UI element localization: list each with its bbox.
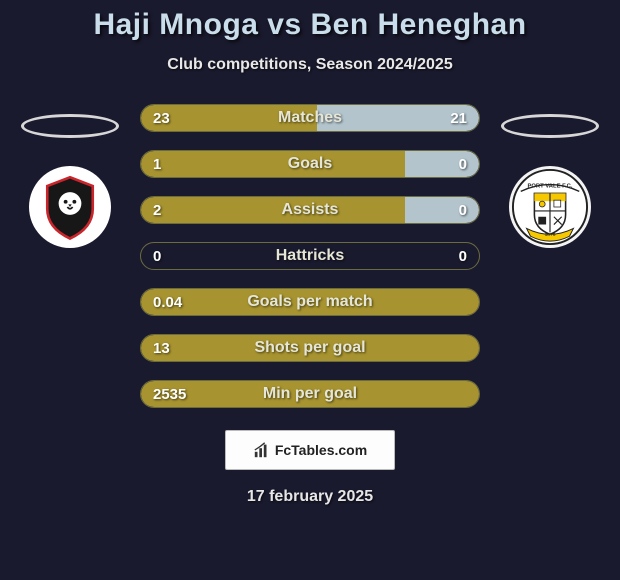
- stat-bar-left: [141, 381, 479, 407]
- stat-row: 0 0Hattricks: [140, 242, 480, 270]
- stat-value-left: 2: [153, 197, 161, 223]
- stat-value-left: 13: [153, 335, 170, 361]
- stat-row: 10Goals: [140, 150, 480, 178]
- stat-row: 0.04Goals per match: [140, 288, 480, 316]
- player-slot-ellipse-right: [501, 114, 599, 138]
- stat-row: 13Shots per goal: [140, 334, 480, 362]
- stat-bar-right: [405, 151, 479, 177]
- stat-row: 2535Min per goal: [140, 380, 480, 408]
- club-logo-right: PORT VALE F.C. 1876: [509, 166, 591, 248]
- stat-bar-right: [405, 197, 479, 223]
- stats-column: 2321Matches10Goals20Assists00Hattricks0.…: [140, 104, 480, 408]
- stat-value-left: 1: [153, 151, 161, 177]
- stat-value-left: 23: [153, 105, 170, 131]
- svg-text:PORT VALE F.C.: PORT VALE F.C.: [527, 184, 572, 190]
- svg-text:1876: 1876: [545, 232, 556, 238]
- comparison-card: Haji Mnoga vs Ben Heneghan Club competit…: [0, 0, 620, 580]
- stat-value-right: 21: [450, 105, 467, 131]
- stat-row: 20Assists: [140, 196, 480, 224]
- stat-row: 2321Matches: [140, 104, 480, 132]
- page-title: Haji Mnoga vs Ben Heneghan: [93, 8, 526, 42]
- stat-value-left: 2535: [153, 381, 186, 407]
- stat-value-left: 0: [153, 243, 161, 269]
- player-slot-ellipse-left: [21, 114, 119, 138]
- comparison-body: 2321Matches10Goals20Assists00Hattricks0.…: [0, 104, 620, 408]
- stat-value-right: 0: [459, 151, 467, 177]
- port-vale-badge-icon: PORT VALE F.C. 1876: [511, 168, 589, 246]
- stat-bar-left: [141, 289, 479, 315]
- salford-shield-icon: [35, 172, 105, 242]
- stat-bar-left: [141, 335, 479, 361]
- player-right-column: PORT VALE F.C. 1876: [500, 104, 600, 248]
- stat-value-left: 0.04: [153, 289, 182, 315]
- chart-icon: [253, 441, 271, 459]
- stat-label: Hattricks: [141, 243, 479, 269]
- snapshot-date: 17 february 2025: [247, 488, 373, 506]
- player-left-column: [20, 104, 120, 248]
- brand-label: FcTables.com: [275, 442, 367, 458]
- stat-value-right: 0: [459, 243, 467, 269]
- stat-bar-left: [141, 151, 405, 177]
- stat-value-right: 0: [459, 197, 467, 223]
- club-logo-left: [29, 166, 111, 248]
- stat-bar-left: [141, 197, 405, 223]
- subtitle: Club competitions, Season 2024/2025: [167, 56, 452, 74]
- brand-watermark: FcTables.com: [225, 430, 395, 470]
